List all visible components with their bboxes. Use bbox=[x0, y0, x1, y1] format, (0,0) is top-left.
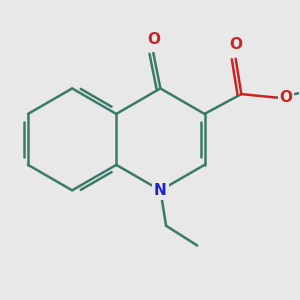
Text: N: N bbox=[154, 183, 167, 198]
Text: O: O bbox=[280, 90, 292, 105]
Text: O: O bbox=[147, 32, 160, 47]
Text: O: O bbox=[229, 37, 242, 52]
